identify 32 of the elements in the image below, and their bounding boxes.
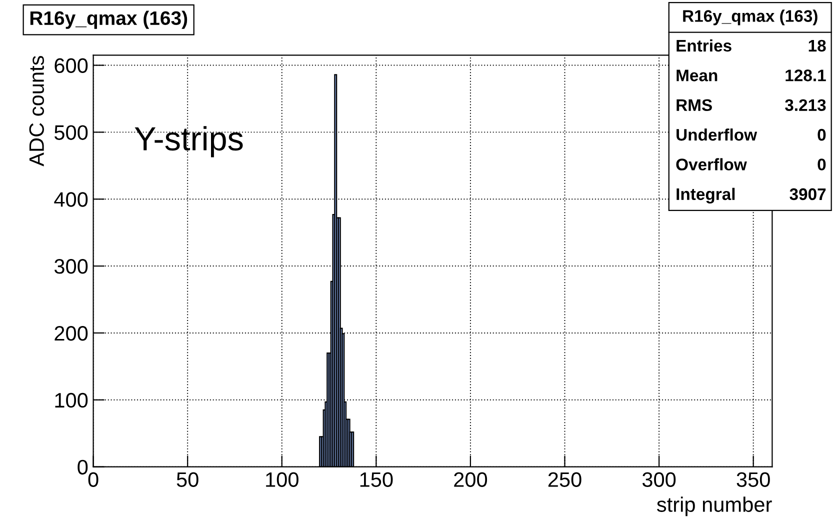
x-tick-label: 100 — [266, 472, 298, 487]
y-tick-label: 200 — [54, 326, 88, 341]
text: 18 — [808, 40, 826, 52]
text: Entries — [676, 39, 732, 52]
x-tick-label: 50 — [176, 472, 198, 487]
x-tick-label: 0 — [88, 472, 98, 487]
y-axis-title: ADC counts — [29, 56, 44, 166]
text: 3907 — [790, 188, 826, 200]
text: 128.1 — [786, 70, 826, 82]
x-tick-label: 350 — [736, 472, 770, 487]
y-tick-label: 500 — [54, 125, 88, 140]
y-tick-label: 0 — [78, 460, 88, 475]
x-tick-label: 300 — [642, 472, 676, 487]
x-tick-label: 250 — [548, 472, 582, 487]
y-tick-label: 400 — [54, 192, 88, 207]
chart-title: R16y_qmax (163) — [30, 10, 188, 29]
annotation: RMS — [676, 99, 712, 112]
x-tick-label: 200 — [454, 472, 488, 487]
text: R16y_qmax (163) — [683, 10, 818, 26]
text: 0 — [818, 128, 826, 141]
text: 3.213 — [785, 99, 826, 112]
annotation: Underflow — [676, 128, 758, 141]
y-tick-label: 100 — [55, 392, 88, 408]
x-tick-label: 150 — [360, 472, 393, 487]
annotation: Mean — [676, 70, 718, 82]
annotation: Y-strips — [134, 126, 243, 158]
y-tick-label: 600 — [54, 58, 88, 74]
annotation: Integral — [676, 188, 735, 204]
text: 0 — [818, 158, 826, 170]
x-axis-title: strip number — [656, 496, 772, 516]
y-tick-label: 300 — [54, 259, 88, 274]
annotation: Overflow — [676, 158, 747, 170]
